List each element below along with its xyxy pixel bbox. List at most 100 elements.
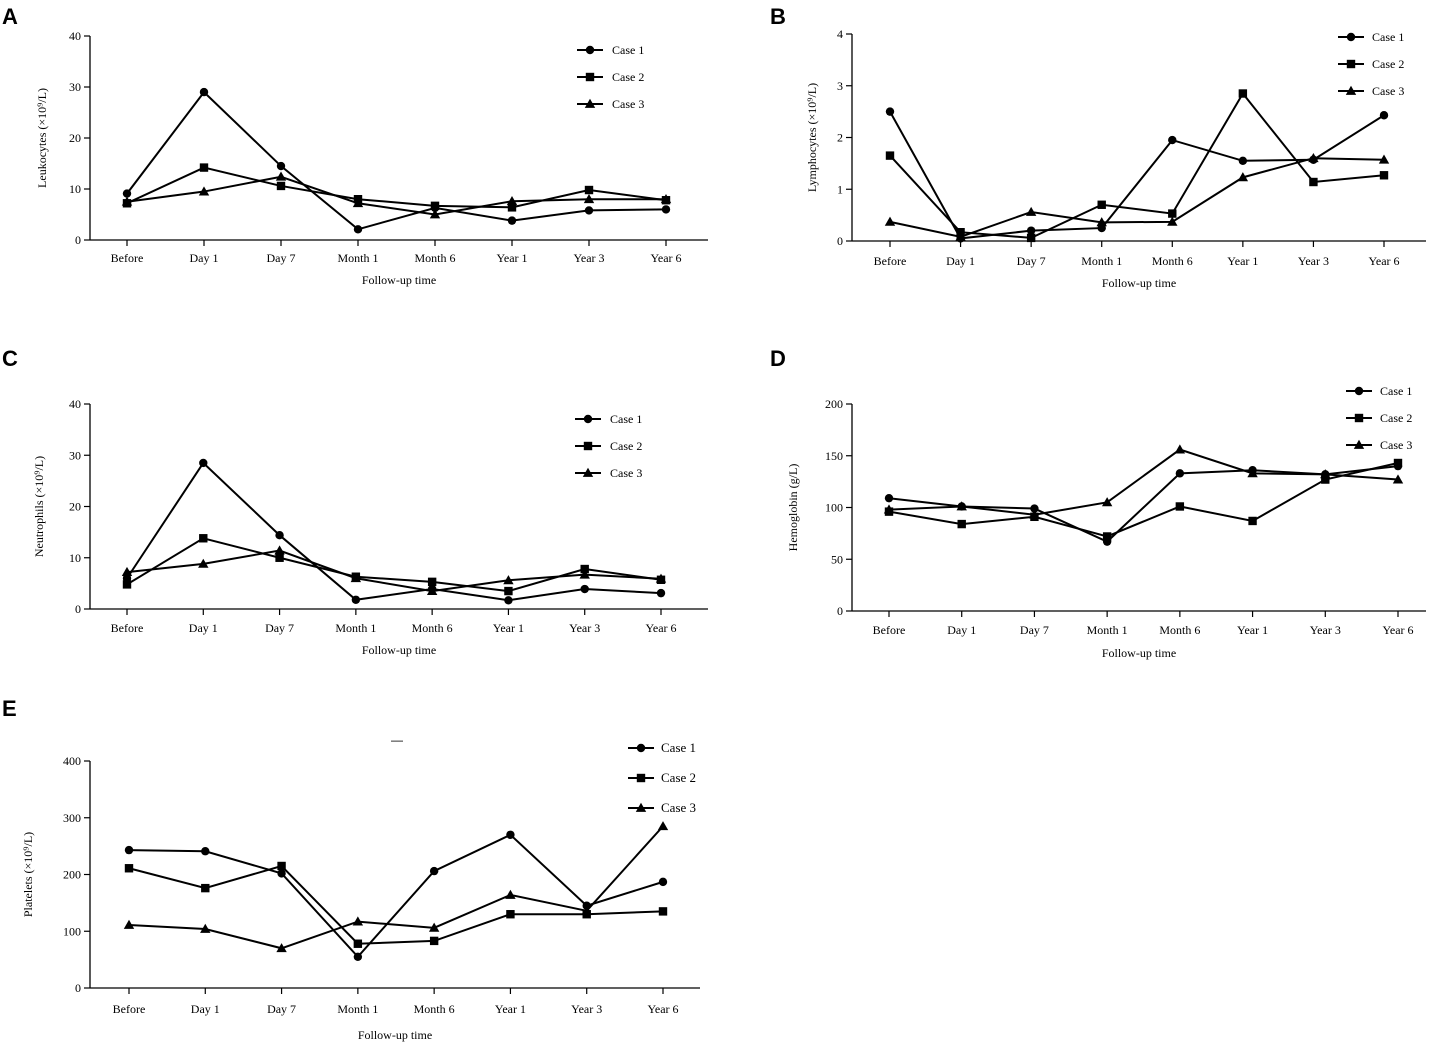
x-tick-label: Year 3 [569, 621, 600, 635]
legend-marker [636, 743, 646, 753]
data-point [655, 573, 667, 583]
stray-mark: — [391, 733, 403, 747]
data-point [430, 201, 440, 211]
legend-label: Case 1 [661, 740, 696, 755]
data-point [352, 198, 364, 208]
legend-entry: Case 1 [577, 43, 644, 57]
panel-letter: A [2, 4, 18, 29]
legend-label: Case 3 [1380, 438, 1412, 452]
data-point [122, 580, 132, 589]
legend-label: Case 1 [610, 412, 642, 426]
data-point [1238, 89, 1248, 98]
series-line [889, 91, 1385, 239]
y-tick-label: 0 [837, 604, 843, 618]
y-tick-label: 2 [837, 131, 843, 145]
series-line [889, 111, 1385, 240]
x-tick-label: Year 6 [647, 1002, 678, 1016]
data-point [426, 585, 438, 595]
y-tick-label: 10 [69, 551, 81, 565]
data-point [353, 225, 363, 234]
y-tick-label: 40 [69, 397, 81, 411]
x-tick-label: Day 7 [1020, 623, 1049, 637]
x-tick-label: Year 1 [495, 1002, 526, 1016]
legend-entry: Case 1 [575, 412, 642, 426]
x-tick-label: Day 7 [267, 1002, 296, 1016]
x-tick-label: Month 6 [1159, 623, 1200, 637]
legend-entry: Case 3 [628, 800, 696, 815]
legend-entry: Case 1 [1338, 30, 1404, 44]
panel-letter: B [770, 4, 786, 29]
panel-c: C 0 10 20 30 40 Before Day 1 Day 7 Month 1 Month 6… [2, 346, 708, 657]
data-point [277, 861, 286, 871]
data-point [199, 87, 209, 97]
series-line [126, 166, 667, 209]
y-axis-title: Neutrophils (×10⁹/L) [32, 456, 46, 557]
data-point [504, 596, 513, 605]
legend-label: Case 2 [1372, 57, 1404, 71]
data-point [1096, 217, 1107, 227]
x-tick-label: Month 6 [412, 621, 453, 635]
y-axis-title: Lymphocytes (×10⁹/L) [805, 83, 819, 192]
legend-entry: Case 2 [1338, 57, 1404, 71]
data-point [885, 151, 895, 160]
data-point [200, 923, 211, 933]
x-tick-label: Day 1 [189, 621, 218, 635]
series-case-3 [884, 153, 1390, 241]
data-point [581, 905, 592, 915]
series-case-2 [885, 89, 1389, 243]
y-tick-label: 30 [69, 80, 81, 94]
series-line [126, 461, 662, 602]
data-point [956, 501, 967, 511]
data-point [274, 545, 285, 555]
y-tick-label: 200 [825, 397, 843, 411]
data-point [884, 493, 894, 503]
legend-marker [1354, 386, 1364, 396]
legend-entry: Case 3 [575, 466, 642, 480]
x-tick-label: Day 7 [265, 621, 294, 635]
x-tick-label: Day 1 [191, 1002, 220, 1016]
data-point [275, 531, 284, 540]
x-tick-label: Year 6 [650, 251, 681, 265]
y-tick-label: 0 [837, 234, 843, 248]
data-point [275, 171, 287, 181]
data-point [883, 504, 895, 514]
data-point [1174, 444, 1186, 454]
x-tick-label: Month 6 [414, 251, 455, 265]
x-tick-label: Year 3 [1310, 623, 1341, 637]
data-point [199, 163, 209, 172]
data-point [657, 821, 669, 831]
data-point [124, 845, 134, 855]
data-point [580, 584, 589, 594]
x-tick-label: Month 1 [337, 1002, 378, 1016]
legend-entry: Case 3 [1346, 438, 1412, 452]
data-point [1247, 468, 1258, 478]
x-tick-label: Month 6 [1152, 254, 1193, 268]
series-line [126, 175, 666, 216]
x-tick-label: Month 1 [337, 251, 378, 265]
y-tick-label: 0 [75, 981, 81, 995]
legend-entry: Case 2 [628, 770, 696, 785]
series-case-3 [883, 444, 1404, 519]
data-point [957, 519, 966, 529]
legend-label: Case 1 [1380, 384, 1412, 398]
x-tick-label: Day 1 [946, 254, 975, 268]
x-tick-label: Day 7 [267, 251, 296, 265]
data-point [660, 194, 672, 204]
legend-marker [1353, 439, 1365, 449]
data-point [1030, 504, 1039, 513]
legend-marker [583, 441, 593, 451]
data-point [429, 209, 441, 219]
x-tick-label: Before [113, 1002, 146, 1016]
data-point [1238, 156, 1248, 165]
x-tick-label: Day 1 [190, 251, 219, 265]
panel-letter: D [770, 346, 786, 371]
legend-entry: Case 2 [1346, 411, 1412, 425]
series-line [889, 157, 1385, 238]
legend-entry: Case 1 [1346, 384, 1412, 398]
data-point [656, 588, 666, 598]
data-point [1320, 469, 1331, 479]
data-point [584, 185, 594, 195]
data-point [352, 916, 364, 926]
data-point [584, 206, 594, 215]
